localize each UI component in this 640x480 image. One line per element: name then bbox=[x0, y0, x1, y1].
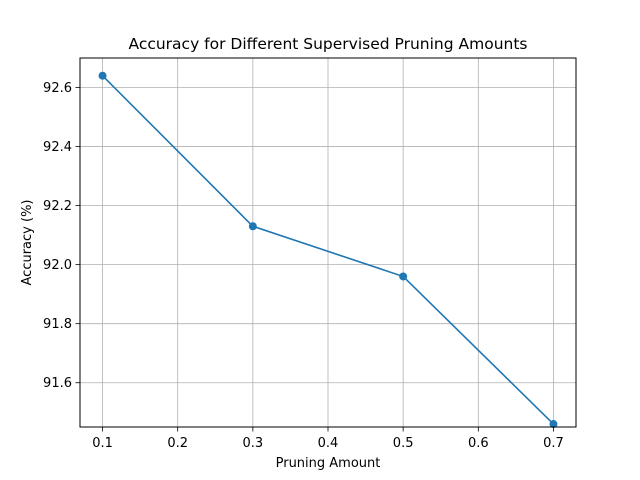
data-point bbox=[399, 272, 408, 281]
x-tick-label: 0.5 bbox=[393, 436, 414, 451]
series-layer bbox=[98, 71, 558, 429]
x-tick-label: 0.1 bbox=[92, 436, 113, 451]
x-tick-label: 0.3 bbox=[243, 436, 264, 451]
data-point bbox=[549, 420, 558, 429]
x-tick-label: 0.4 bbox=[318, 436, 339, 451]
y-axis-label: Accuracy (%) bbox=[20, 200, 35, 286]
grid bbox=[80, 58, 576, 427]
y-tick-label: 92.0 bbox=[43, 258, 72, 273]
data-point bbox=[248, 222, 257, 231]
series-line bbox=[101, 75, 555, 425]
y-tick-label: 91.6 bbox=[43, 376, 72, 391]
x-tick-label: 0.2 bbox=[167, 436, 188, 451]
y-tick-label: 92.2 bbox=[43, 199, 72, 214]
chart-title: Accuracy for Different Supervised Prunin… bbox=[128, 35, 527, 53]
x-axis-label: Pruning Amount bbox=[276, 456, 381, 471]
ticks: 0.1 0.2 0.3 0.4 0.5 0.6 0.7 91.6 91.8 92.0 92.2 92.… bbox=[43, 81, 564, 451]
x-tick-label: 0.6 bbox=[468, 436, 489, 451]
y-tick-label: 91.8 bbox=[43, 317, 72, 332]
x-tick-label: 0.7 bbox=[543, 436, 564, 451]
y-tick-label: 92.4 bbox=[43, 140, 72, 155]
data-point bbox=[98, 71, 107, 80]
y-tick-label: 92.6 bbox=[43, 81, 72, 96]
